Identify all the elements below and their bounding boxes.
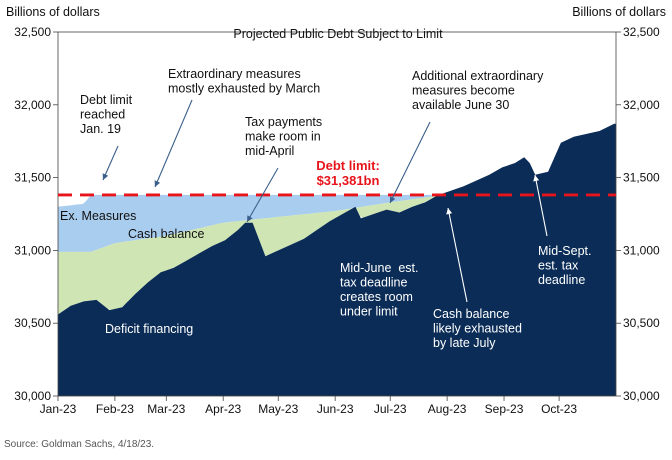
x-tick-label: Aug-23	[428, 402, 467, 416]
debt-limit-label-line1: Debt limit:	[316, 158, 380, 173]
annotation-line: mostly exhausted by March	[168, 82, 320, 96]
annotation-line: measures become	[412, 84, 515, 98]
annotation-line: est. tax	[538, 259, 579, 273]
annotation-line: creates room	[340, 290, 413, 304]
annotation-line: Tax payments	[245, 115, 322, 129]
annotation-line: Mid-Sept.	[538, 244, 592, 258]
annotation-arrow	[102, 145, 119, 181]
annotation-line: deadline	[538, 273, 585, 287]
y-tick-label: 32,000	[623, 98, 660, 112]
x-tick-label: Jul-23	[374, 402, 407, 416]
annotation-line: under limit	[340, 305, 398, 319]
source-note: Source: Goldman Sachs, 4/18/23.	[4, 439, 154, 450]
ex-measures-area	[58, 192, 446, 252]
y-tick-label: 32,500	[623, 25, 660, 39]
y-axis-right: 30,000 30,500 31,000 31,500 32,000 32,500	[616, 25, 660, 403]
y-axis-left: 30,000 30,500 31,000 31,500 32,000 32,500	[14, 25, 58, 403]
annotation-line: Jan. 19	[80, 122, 121, 136]
y-tick-label: 30,000	[14, 389, 51, 403]
x-tick-label: Apr-23	[205, 402, 241, 416]
annotation-line: Additional extraordinary	[412, 69, 544, 83]
annotation-line: mid-April	[245, 144, 294, 158]
chart-title: Projected Public Debt Subject to Limit	[233, 27, 443, 41]
annotation-line: Debt limit	[80, 93, 133, 107]
arrowhead-icon	[102, 173, 109, 180]
annotation-line: reached	[80, 108, 125, 122]
ex-measures-label: Ex. Measures	[60, 209, 136, 223]
annotation-line: available June 30	[412, 98, 509, 112]
annotation-arrow	[389, 121, 431, 204]
arrowhead-icon	[446, 208, 453, 215]
annotation-line: Cash balance	[433, 307, 509, 321]
annotation-line: tax deadline	[340, 276, 407, 290]
arrowhead-icon	[247, 215, 253, 222]
x-tick-label: May-23	[258, 402, 298, 416]
deficit-financing-label: Deficit financing	[105, 322, 193, 336]
y-tick-label: 31,000	[14, 243, 51, 257]
deficit-financing-area	[58, 123, 616, 396]
annotation-line: Extraordinary measures	[168, 67, 301, 81]
debt-limit-label-line2: $31,381bn	[317, 173, 380, 188]
arrowhead-icon	[154, 180, 161, 187]
x-tick-label: Jun-23	[317, 402, 354, 416]
x-axis: Jan-23 Feb-23 Mar-23 Apr-23 May-23 Jun-23 Jul-…	[40, 396, 577, 416]
annotation-arrow	[534, 174, 548, 237]
y-tick-label: 32,000	[14, 98, 51, 112]
x-tick-label: Mar-23	[147, 402, 185, 416]
arrowhead-icon	[390, 196, 396, 203]
y-tick-label: 31,500	[623, 171, 660, 185]
x-tick-label: Oct-23	[541, 402, 577, 416]
x-tick-label: Sep-23	[485, 402, 524, 416]
annotation-arrow	[447, 207, 468, 303]
arrowhead-icon	[533, 175, 540, 182]
y-tick-label: 30,500	[623, 316, 660, 330]
y-tick-label: 30,500	[14, 316, 51, 330]
annotation-arrow	[246, 167, 279, 223]
annotation-line: by late July	[433, 336, 496, 350]
y-tick-label: 32,500	[14, 25, 51, 39]
annotation-line: make room in	[245, 130, 321, 144]
annotation-arrow	[154, 99, 193, 188]
annotation-line: Mid-June est.	[340, 261, 419, 275]
x-tick-label: Jan-23	[40, 402, 77, 416]
plot-frame	[57, 31, 617, 397]
y-tick-label: 31,500	[14, 171, 51, 185]
y-axis-label-left: Billions of dollars	[6, 5, 100, 19]
y-axis-label-right: Billions of dollars	[572, 5, 666, 19]
y-tick-label: 31,000	[623, 243, 660, 257]
cash-balance-label: Cash balance	[128, 227, 204, 241]
cash-balance-area	[58, 192, 446, 315]
annotation-line: likely exhausted	[433, 322, 522, 336]
x-tick-label: Feb-23	[96, 402, 134, 416]
y-tick-label: 30,000	[623, 389, 660, 403]
